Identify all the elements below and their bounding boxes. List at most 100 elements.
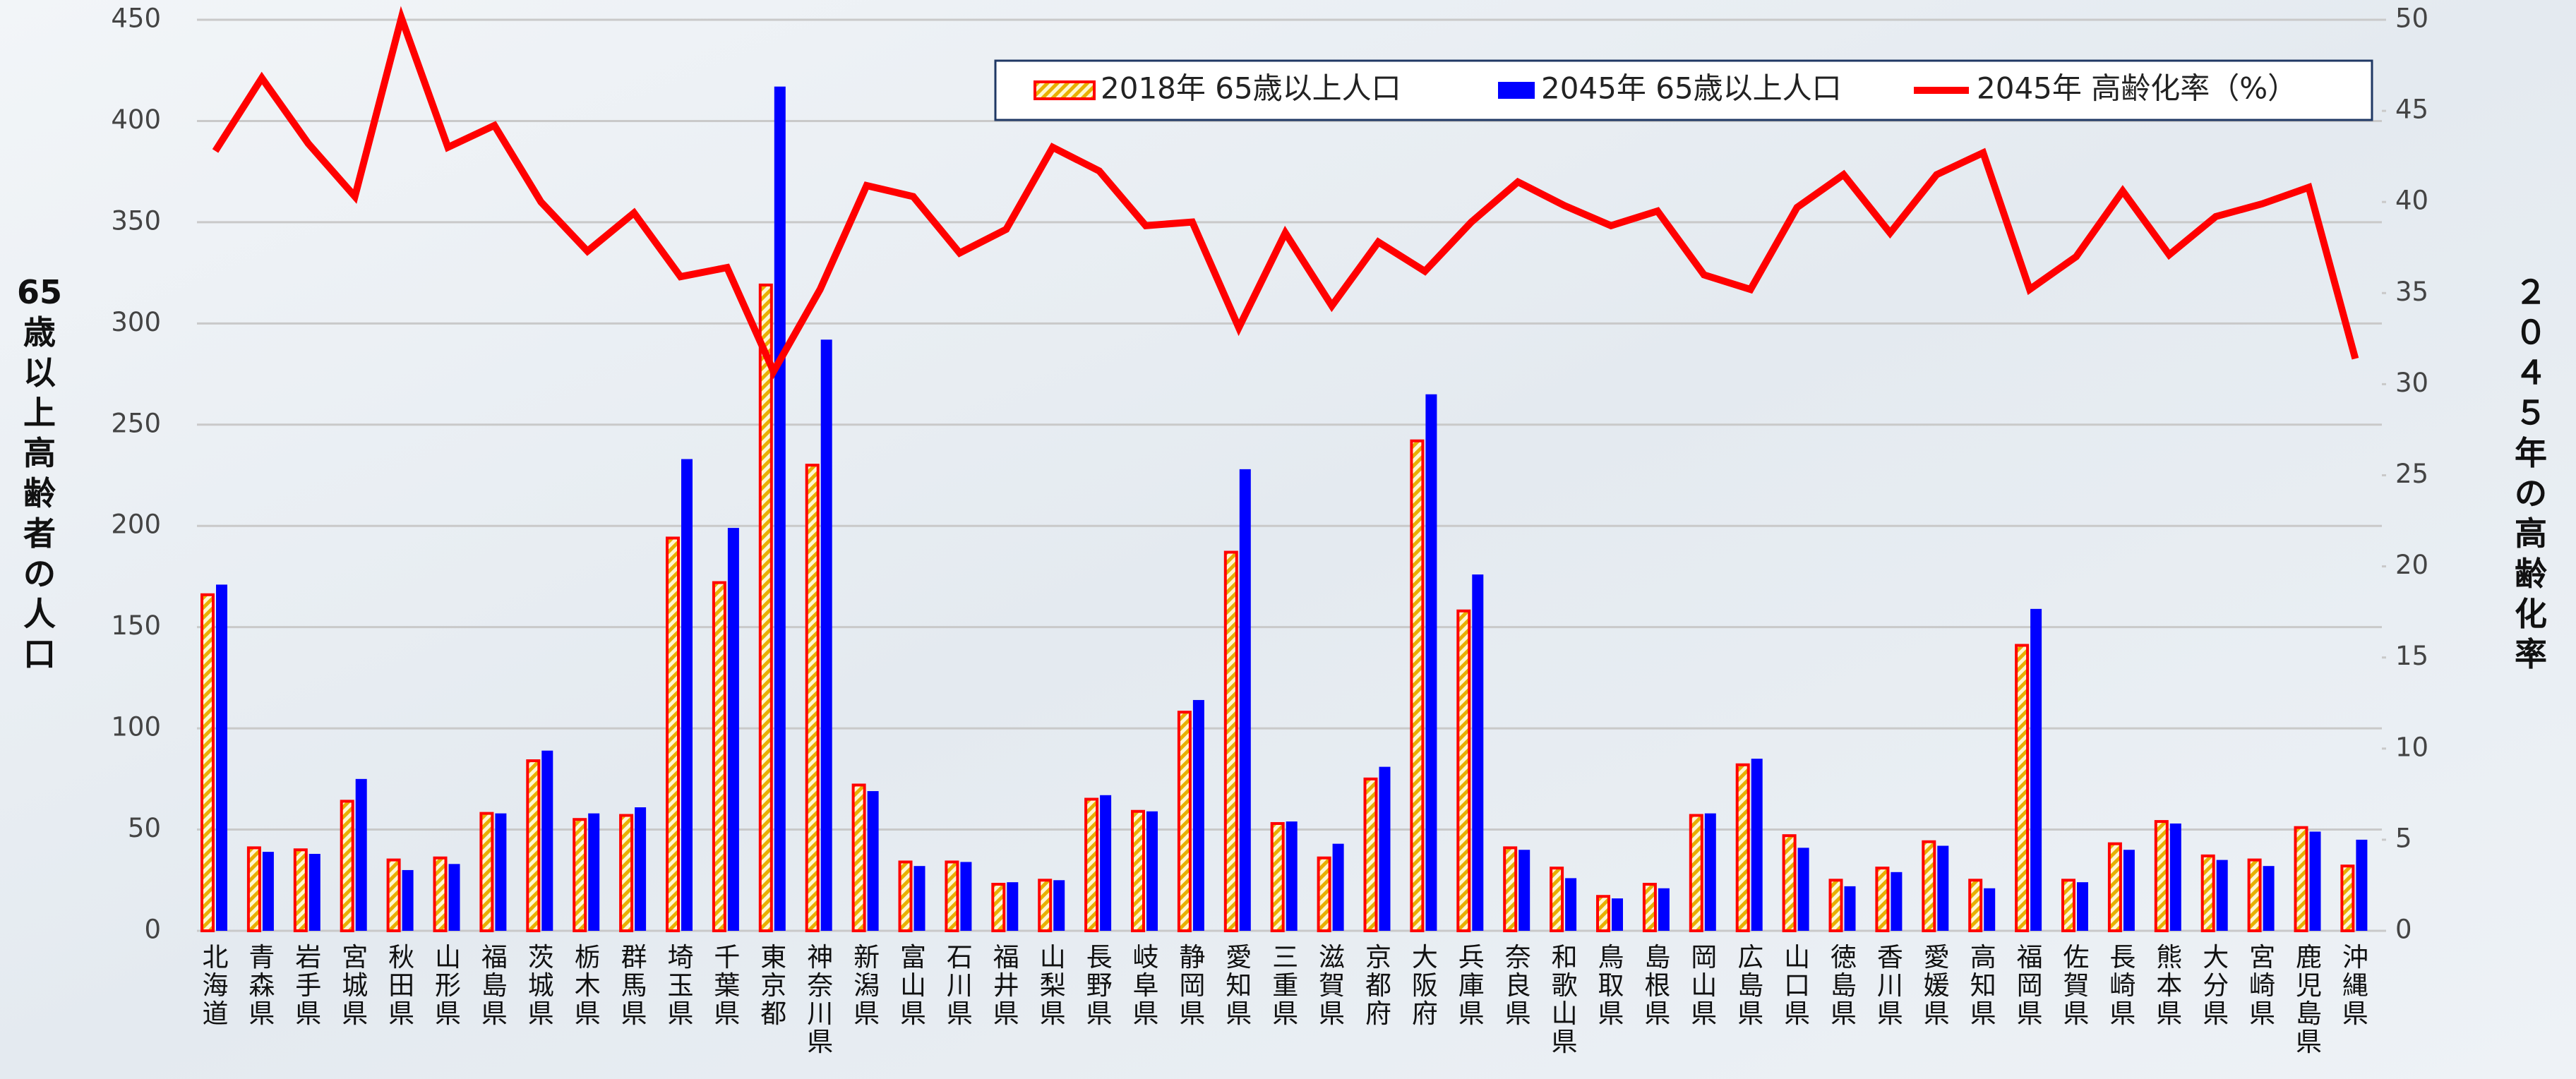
bar <box>2030 608 2042 931</box>
y-tick-label: 300 <box>111 307 161 337</box>
legend-box <box>994 59 2373 121</box>
bar <box>1146 811 1158 931</box>
x-tick-label: 長野県 <box>1086 942 1113 1029</box>
x-tick-label: 福岡県 <box>2017 942 2043 1029</box>
x-tick-label: 京都府 <box>1365 942 1391 1029</box>
x-tick-label: 宮城県 <box>342 942 368 1029</box>
bar <box>2077 882 2088 931</box>
y-tick-label: 150 <box>111 610 161 641</box>
bar <box>1735 763 1750 932</box>
bar <box>1410 439 1425 932</box>
bar <box>991 883 1006 932</box>
bar <box>293 848 308 932</box>
bar <box>2061 879 2075 933</box>
x-tick-label: 滋賀県 <box>1319 942 1345 1029</box>
bar <box>2309 831 2321 931</box>
bar <box>1751 759 1763 931</box>
x-tick-label: 愛知県 <box>1226 942 1252 1029</box>
bar <box>433 856 448 932</box>
x-tick-label: 大分県 <box>2203 942 2229 1029</box>
x-tick-label: 和歌山県 <box>1552 942 1578 1057</box>
bar <box>820 339 832 932</box>
bar <box>1007 882 1019 931</box>
y2-tick-label: 0 <box>2395 915 2412 945</box>
x-tick-label: 山口県 <box>1784 942 1810 1029</box>
x-tick-label: 奈良県 <box>1505 942 1531 1029</box>
x-tick-label: 島根県 <box>1644 942 1670 1029</box>
bar <box>1518 850 1530 931</box>
bar <box>2247 858 2262 932</box>
bar <box>1177 711 1192 932</box>
y-tick-label: 50 <box>128 813 161 843</box>
bar <box>1844 886 1856 931</box>
line-series <box>212 6 2359 380</box>
bar <box>1968 879 1983 933</box>
legend-label: 2018年 65歳以上人口 <box>1101 71 1401 106</box>
bar <box>1689 814 1703 933</box>
bar <box>1503 846 1518 933</box>
y2-axis-title: ２０４５年の高齢化率 <box>2515 273 2547 673</box>
x-tick-label: 佐賀県 <box>2063 942 2090 1029</box>
bar <box>1612 898 1623 931</box>
bar <box>1596 895 1610 932</box>
bar <box>2200 854 2215 932</box>
bar <box>758 283 773 932</box>
bar <box>2340 864 2355 932</box>
y2-tick-label: 40 <box>2395 186 2428 216</box>
bar <box>262 852 274 931</box>
bar <box>1658 888 1670 931</box>
bar <box>1084 797 1099 932</box>
bar <box>1363 777 1378 933</box>
y-tick-label: 450 <box>111 4 161 34</box>
bar <box>246 846 261 933</box>
bar <box>2123 850 2135 931</box>
x-tick-label: 東京都 <box>760 942 786 1029</box>
bar <box>1984 888 1996 931</box>
bar <box>1828 879 1843 933</box>
x-tick-label: 福井県 <box>993 942 1019 1029</box>
x-tick-label: 長崎県 <box>2109 942 2135 1029</box>
x-tick-label: 兵庫県 <box>1458 942 1485 1029</box>
bar <box>1782 834 1797 933</box>
x-tick-label: 鳥取県 <box>1598 942 1624 1029</box>
x-tick-label: 鹿児島県 <box>2296 942 2322 1057</box>
bar <box>2294 826 2308 932</box>
bar <box>2356 839 2368 931</box>
y2-tick-label: 20 <box>2395 550 2428 580</box>
x-tick-label: 青森県 <box>248 942 275 1029</box>
legend-swatch <box>1498 82 1535 99</box>
x-tick-label: 大阪府 <box>1412 942 1438 1029</box>
bar <box>386 858 401 932</box>
bar <box>340 800 354 932</box>
bar <box>355 778 367 931</box>
bar <box>867 791 879 931</box>
bar <box>2015 644 2030 933</box>
x-tick-label: 熊本県 <box>2156 942 2182 1029</box>
x-tick-label: 香川県 <box>1877 942 1903 1029</box>
y2-tick-label: 50 <box>2395 4 2428 34</box>
bar <box>2216 860 2228 931</box>
x-tick-label: 茨城県 <box>528 942 554 1029</box>
x-tick-label: 群馬県 <box>621 942 647 1029</box>
legend-label: 2045年 高齢化率（%） <box>1977 71 2297 106</box>
bar <box>945 860 959 932</box>
x-tick-label: 新潟県 <box>853 942 880 1029</box>
bar <box>1223 550 1238 932</box>
bar <box>1456 609 1471 933</box>
bar <box>588 813 600 931</box>
x-tick-label: 埼玉県 <box>668 942 694 1029</box>
bar <box>774 86 786 931</box>
bar <box>851 783 866 932</box>
bar <box>666 536 680 932</box>
bar <box>495 813 507 931</box>
bar <box>541 750 553 931</box>
bar <box>1239 469 1251 931</box>
bar <box>308 853 320 931</box>
x-tick-label: 岩手県 <box>295 942 321 1029</box>
bar <box>1797 848 1809 931</box>
bar <box>1038 879 1053 933</box>
bar <box>1937 845 1949 931</box>
y2-tick-label: 30 <box>2395 368 2428 398</box>
bar <box>619 814 634 933</box>
